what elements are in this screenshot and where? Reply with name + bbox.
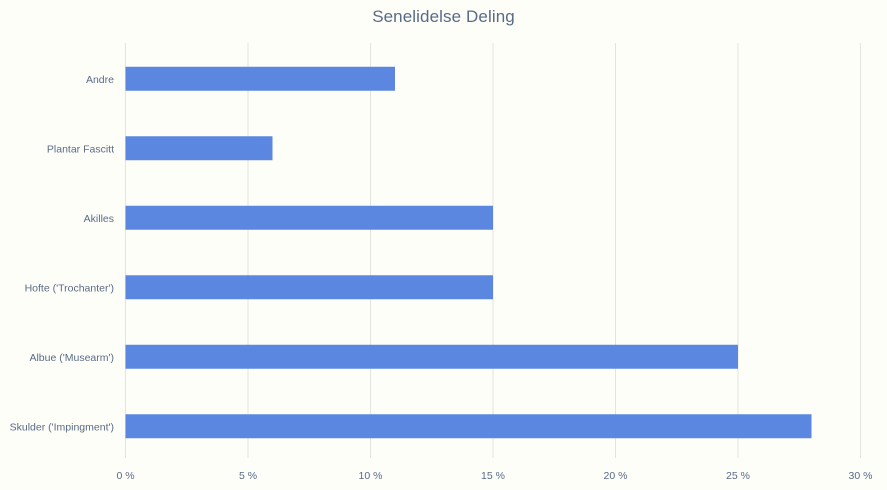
bar xyxy=(125,275,493,300)
category-labels: Skulder ('Impingment') Albue ('Musearm') H… xyxy=(10,74,115,434)
bar xyxy=(125,136,273,161)
x-tick-label: 15 % xyxy=(481,470,505,482)
chart-title: Senelidelse Deling xyxy=(372,7,515,26)
bar xyxy=(125,205,493,230)
bars xyxy=(125,66,812,439)
gridlines xyxy=(125,43,861,458)
bar xyxy=(125,66,395,91)
x-tick-label: 30 % xyxy=(849,470,873,482)
x-tick-label: 10 % xyxy=(359,470,383,482)
category-label: Skulder ('Impingment') xyxy=(10,421,114,433)
x-axis-ticks: 0 % 5 % 10 % 15 % 20 % 25 % 30 % xyxy=(116,470,872,482)
x-tick-label: 5 % xyxy=(239,470,257,482)
category-label: Albue ('Musearm') xyxy=(29,352,114,364)
category-label: Akilles xyxy=(84,213,114,225)
x-tick-label: 25 % xyxy=(726,470,750,482)
x-tick-label: 20 % xyxy=(604,470,628,482)
category-label: Hofte ('Trochanter') xyxy=(25,282,114,294)
category-label: Plantar Fascitt xyxy=(47,143,114,155)
bar xyxy=(125,344,738,369)
category-label: Andre xyxy=(86,74,114,86)
bar xyxy=(125,414,812,439)
x-tick-label: 0 % xyxy=(116,470,134,482)
